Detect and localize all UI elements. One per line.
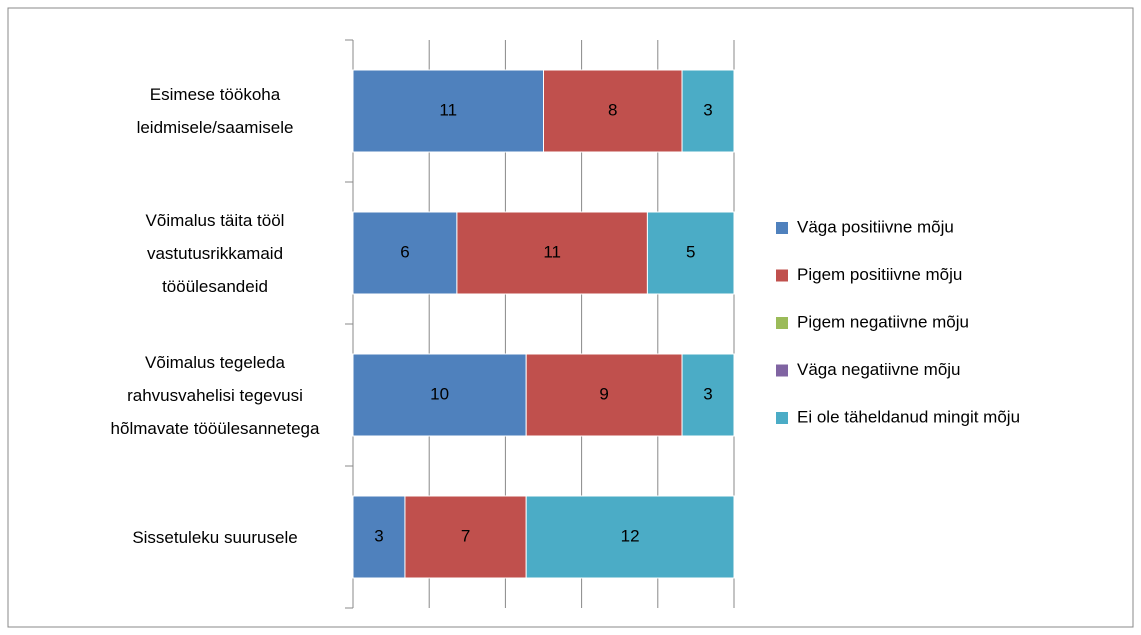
bar-segment — [681, 69, 735, 153]
data-label: 5 — [686, 242, 695, 261]
data-label: 9 — [599, 384, 608, 403]
data-label: 6 — [400, 242, 409, 261]
bar-segment — [525, 353, 683, 437]
category-label: Esimese töökoha leidmisele/saamisele — [136, 85, 294, 137]
category-label: Sissetuleku suurusele — [132, 527, 298, 547]
legend-label: Ei ole täheldanud mingit mõju — [797, 407, 1020, 426]
legend-label: Pigem positiivne mõju — [797, 265, 962, 284]
data-label: 8 — [608, 100, 617, 119]
bar-segment — [681, 353, 735, 437]
data-label: 3 — [374, 526, 383, 545]
legend-swatch — [776, 317, 788, 329]
bar-segment — [525, 495, 735, 579]
legend-swatch — [776, 364, 788, 377]
bar-segment — [352, 495, 406, 579]
data-label: 11 — [439, 100, 457, 119]
data-label: 12 — [621, 526, 640, 545]
bar-segment — [543, 69, 683, 153]
legend-swatch — [776, 222, 788, 234]
bar-segment — [456, 211, 648, 295]
legend-swatch — [776, 269, 788, 282]
legend-swatch — [776, 412, 788, 424]
data-label: 7 — [461, 526, 470, 545]
legend-label: Pigem negatiivne mõju — [797, 312, 969, 331]
data-label: 3 — [703, 384, 712, 403]
legend-label: Väga positiivne mõju — [797, 217, 954, 236]
category-label: Võimalus täita tööl vastutusrikkamaid tö… — [145, 210, 285, 296]
bar-segment — [352, 69, 544, 153]
bar-segment — [352, 211, 458, 295]
bar-segment — [646, 211, 735, 295]
legend-label: Väga negatiivne mõju — [797, 360, 961, 379]
category-label: Võimalus tegeleda rahvusvahelisi tegevus… — [110, 352, 320, 438]
bar-segment — [404, 495, 527, 579]
data-label: 3 — [703, 100, 712, 119]
data-label: 10 — [430, 384, 449, 403]
data-label: 11 — [543, 242, 561, 261]
